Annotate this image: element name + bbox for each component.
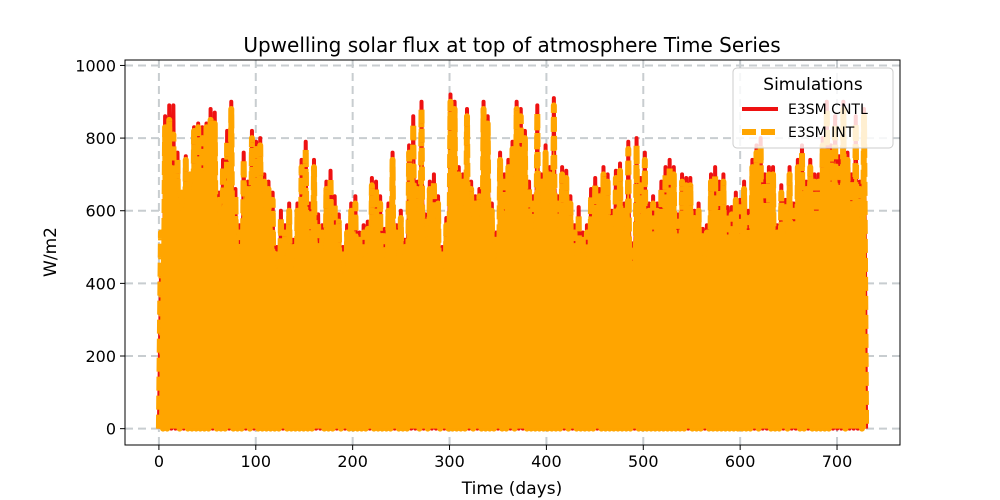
x-tick-label: 600 [725,452,756,471]
x-tick-label: 0 [154,452,164,471]
x-axis-label: Time (days) [461,479,562,499]
x-tick-label: 700 [822,452,853,471]
y-tick-label: 600 [85,202,116,221]
y-tick-label: 200 [85,347,116,366]
legend: Simulations E3SM CNTL E3SM INT [732,67,894,149]
series-line-cntl [156,92,869,431]
legend-label-int: E3SM INT [788,125,855,141]
y-tick-label: 1000 [75,56,116,75]
y-tick-label: 400 [85,274,116,293]
x-tick-label: 200 [337,452,368,471]
y-tick-label: 0 [106,420,116,439]
legend-label-cntl: E3SM CNTL [788,102,868,118]
series-body-int [158,141,867,429]
x-tick-label: 300 [434,452,465,471]
y-axis-label: W/m2 [41,227,61,277]
x-axis-ticks: 0 100 200 300 400 500 600 700 [154,445,852,471]
y-axis-ticks: 0 200 400 600 800 1000 [75,56,125,439]
series-line-int [155,98,870,432]
x-tick-label: 500 [628,452,659,471]
plot-frame [124,59,901,446]
x-tick-label: 400 [531,452,562,471]
plot-series-area [155,92,870,432]
chart-title: Upwelling solar flux at top of atmospher… [243,33,780,57]
legend-box [732,67,894,149]
y-tick-label: 800 [85,129,116,148]
x-tick-label: 100 [241,452,272,471]
legend-title: Simulations [763,75,863,95]
